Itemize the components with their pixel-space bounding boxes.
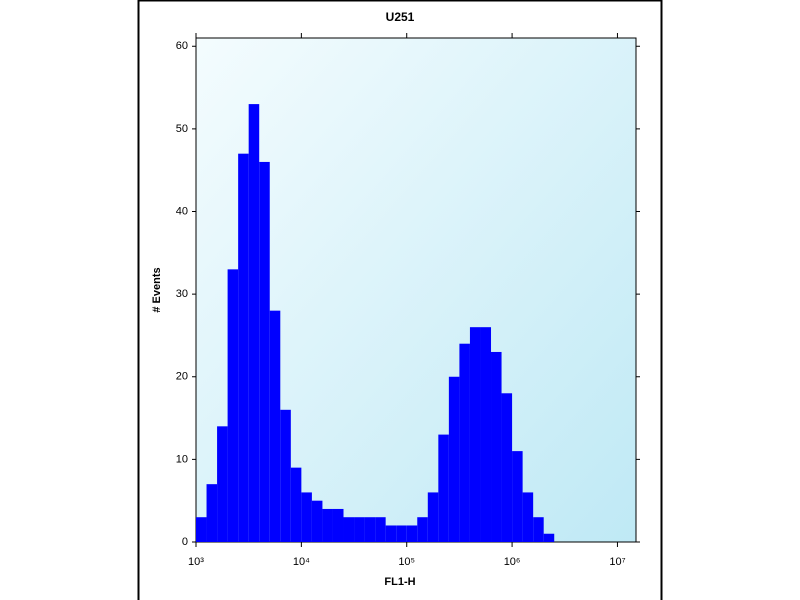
y-tick-label: 20 (176, 371, 188, 383)
bar (417, 517, 428, 542)
bar (343, 517, 355, 542)
x-tick-label: 10⁶ (504, 556, 521, 568)
bar (269, 310, 281, 542)
bar (427, 492, 439, 542)
bar (491, 351, 502, 542)
bar (364, 517, 376, 542)
y-tick-label: 30 (176, 288, 188, 300)
bar (396, 525, 407, 542)
bar (385, 525, 397, 542)
bar (290, 467, 302, 542)
x-axis-label: FL1-H (384, 576, 415, 588)
bar (301, 492, 312, 542)
bar (406, 525, 418, 542)
bar (238, 153, 249, 543)
bar (248, 104, 260, 542)
x-tick-label: 10⁵ (398, 556, 415, 568)
x-tick-label: 10⁷ (609, 556, 625, 568)
y-tick-label: 50 (176, 123, 188, 135)
bar (206, 484, 218, 542)
y-axis-label: # Events (151, 267, 163, 312)
bar (459, 343, 470, 542)
y-tick-label: 10 (176, 453, 188, 465)
bar (332, 508, 344, 542)
bar (448, 376, 460, 542)
bar (522, 492, 534, 542)
bar (280, 409, 291, 542)
bar (259, 161, 270, 542)
bar (227, 269, 239, 542)
bar (354, 517, 365, 542)
bar (438, 434, 449, 542)
y-tick-label: 0 (182, 536, 188, 548)
y-tick-label: 60 (176, 40, 188, 52)
bar (311, 500, 323, 542)
x-tick-label: 10⁴ (293, 556, 310, 568)
x-tick-label: 10³ (188, 556, 204, 568)
bar (469, 327, 481, 542)
bar (375, 517, 386, 542)
bar (196, 517, 207, 542)
bar (533, 517, 544, 542)
bar (480, 327, 492, 542)
chart-title: U251 (386, 10, 415, 24)
bar (217, 426, 228, 542)
y-tick-label: 40 (176, 205, 188, 217)
bar (512, 451, 523, 542)
bar (501, 393, 513, 542)
bar (322, 508, 333, 542)
bar (543, 533, 555, 542)
